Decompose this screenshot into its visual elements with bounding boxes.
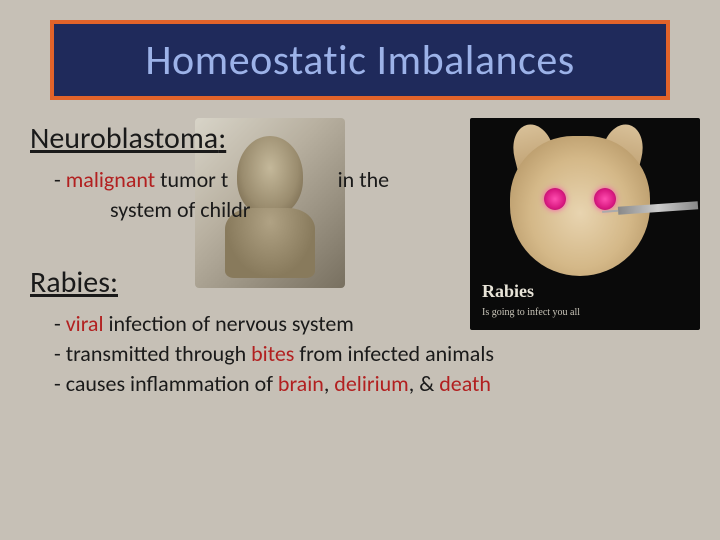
section-rabies: Rabies: - viral infection of nervous sys… <box>30 264 690 398</box>
bullet-prefix: - transmitted through <box>54 340 251 367</box>
bullet-word-brain: brain <box>278 370 324 397</box>
bullet-word-bites: bites <box>251 340 294 367</box>
bullet-frag-1: tumor t <box>155 166 228 193</box>
heading-suffix: : <box>218 120 226 157</box>
bullet-prefix: - <box>54 310 66 337</box>
heading-text: Neuroblastoma <box>30 120 218 157</box>
heading-text: Rabies <box>30 264 110 301</box>
slide-title: Homeostatic Imbalances <box>145 35 574 86</box>
bullet-frag: , & <box>409 370 439 397</box>
heading-rabies: Rabies: <box>30 264 690 301</box>
heading-neuroblastoma: Neuroblastoma: <box>30 120 690 157</box>
bullet-prefix: - causes inflammation of <box>54 370 278 397</box>
bullet-rabies-2: - transmitted through bites from infecte… <box>54 339 690 369</box>
bullet-frag: from infected animals <box>294 340 494 367</box>
bullet-prefix: - <box>54 166 66 193</box>
bullet-frag: , <box>324 370 334 397</box>
section-neuroblastoma: Neuroblastoma: - malignant tumor t in th… <box>30 120 690 224</box>
bullet-word-death: death <box>439 370 491 397</box>
bullet-frag: infection of nervous system <box>104 310 354 337</box>
slide-content: Neuroblastoma: - malignant tumor t in th… <box>30 120 690 398</box>
heading-suffix: : <box>110 264 118 301</box>
bullet-frag-2: in the <box>338 166 389 193</box>
bullet-word-delirium: delirium <box>334 370 408 397</box>
title-box: Homeostatic Imbalances <box>50 20 670 100</box>
bullet-continuation: system of childr <box>110 195 690 225</box>
bullet-rabies-3: - causes inflammation of brain, delirium… <box>54 369 690 399</box>
bullet-neuroblastoma-1: - malignant tumor t in the system of chi… <box>54 165 690 224</box>
bullet-word-viral: viral <box>66 310 104 337</box>
bullet-word-malignant: malignant <box>66 166 155 193</box>
bullet-rabies-1: - viral infection of nervous system <box>54 309 690 339</box>
